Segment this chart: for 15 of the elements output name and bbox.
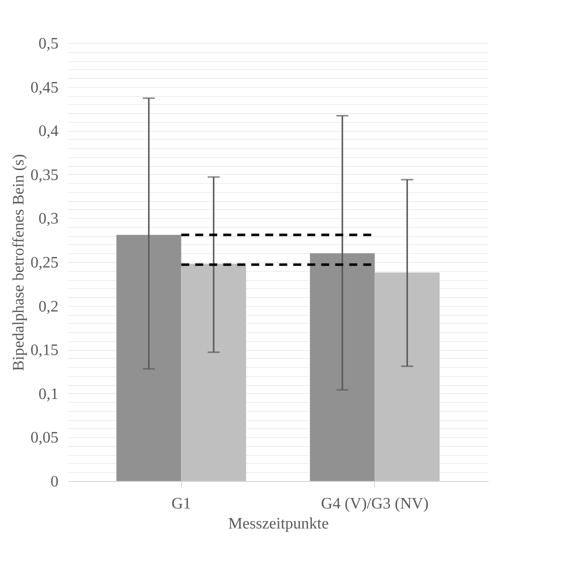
y-tick-label: 0,15 xyxy=(30,342,58,360)
y-tick-label: 0,2 xyxy=(38,298,58,316)
y-tick-label: 0,25 xyxy=(30,254,58,272)
y-tick-label: 0,1 xyxy=(38,386,58,403)
y-tick-label: 0,05 xyxy=(30,430,58,447)
y-tick-label: 0,5 xyxy=(38,36,58,52)
y-tick-label: 0,35 xyxy=(30,166,58,184)
x-axis-title: Messzeitpunkte xyxy=(228,516,329,532)
x-tick-label: G1 xyxy=(171,496,192,512)
x-tick-label: G4 (V)/G3 (NV) xyxy=(321,496,429,512)
y-tick-label: 0,4 xyxy=(38,123,58,140)
y-tick-label: 0 xyxy=(50,474,58,490)
y-tick-label: 0,45 xyxy=(30,79,58,96)
y-tick-label: 0,3 xyxy=(38,210,58,228)
y-axis-title: Bipedalphase betroffenes Bein (s) xyxy=(10,154,28,371)
